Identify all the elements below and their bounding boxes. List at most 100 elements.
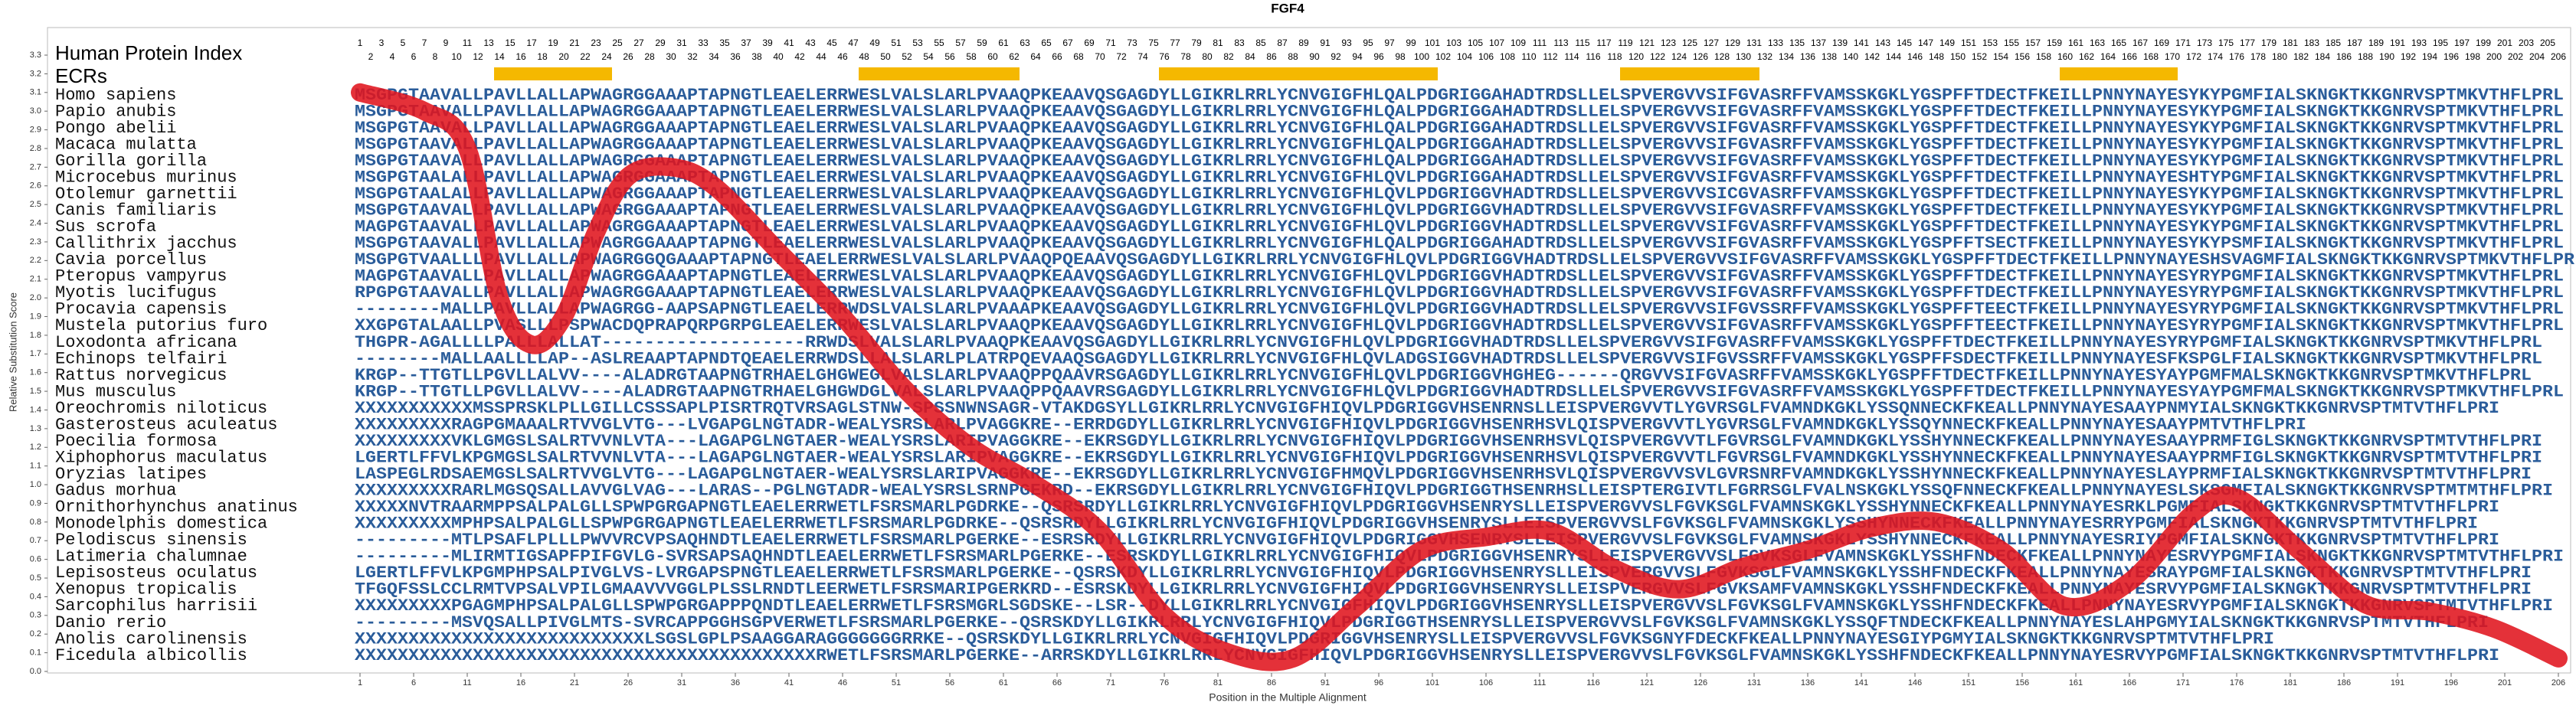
y-tick-label: 1.9	[30, 312, 41, 321]
species-name: Gorilla gorilla	[55, 152, 207, 171]
y-tick-label: 1.2	[30, 443, 41, 452]
x-tick-label: 21	[570, 678, 579, 688]
y-tick-label: 0.5	[30, 573, 41, 583]
protein-index: 36	[730, 51, 741, 62]
protein-index: 108	[1500, 51, 1515, 62]
protein-index: 39	[762, 38, 773, 48]
x-tick-label: 16	[516, 678, 525, 688]
x-tick-label: 206	[2551, 678, 2565, 688]
protein-index: 109	[1511, 38, 1526, 48]
protein-index: 79	[1191, 38, 1202, 48]
protein-index: 121	[1639, 38, 1655, 48]
protein-index: 170	[2165, 51, 2180, 62]
sequence: MSGPGTAAVALLPAVLLALLAPWAGRGGAAAPTAPNGTLE…	[355, 86, 2564, 105]
protein-index: 60	[987, 51, 998, 62]
protein-index: 38	[751, 51, 762, 62]
species-name: Oryzias latipes	[55, 465, 207, 484]
sequence: XXXXXXXXXXXMSSPRSKLPLLGILLCSSSAPLPISRTRQ…	[355, 399, 2499, 418]
sequence: LASPEGLRDSAEMGSLSALRTVVGLVTG---LAGAPGLNG…	[355, 465, 2532, 484]
sequence: XXXXXXXXXMPHPSALPALGLLSPWPGRGAPNGTLEAELE…	[355, 514, 2478, 534]
sequence: MSGPGTAAVALLPAVLLALLAPWAGRGGAAAPTAPNGTLE…	[355, 234, 2564, 253]
y-tick-label: 1.5	[30, 387, 41, 396]
protein-index: 146	[1907, 51, 1923, 62]
protein-index: 99	[1406, 38, 1416, 48]
sequence: MAGPGTAAVALLPAVLLALLAPWAGRGGAAAPTAPNGTLE…	[355, 217, 2564, 237]
sequence: MSGPGTAAVALLPAVLLALLAPWAGRGGAAAPTAPNGTLE…	[355, 135, 2564, 154]
protein-index: 131	[1746, 38, 1762, 48]
protein-index: 87	[1277, 38, 1288, 48]
protein-index: 194	[2422, 51, 2437, 62]
x-tick-label: 51	[892, 678, 901, 688]
protein-index: 106	[1478, 51, 1494, 62]
protein-index: 70	[1095, 51, 1105, 62]
protein-index: 82	[1223, 51, 1234, 62]
protein-index: 30	[666, 51, 676, 62]
species-name: Sus scrofa	[55, 217, 156, 237]
protein-index: 118	[1607, 51, 1622, 62]
sequence: XXGPGTALAALLPVASLLLPSPWACDQPRAPQRPGRPGLE…	[355, 316, 2564, 335]
y-tick-label: 2.9	[30, 125, 41, 134]
protein-index: 34	[709, 51, 719, 62]
protein-index: 139	[1832, 38, 1848, 48]
sequence: --------MALLAALLLLAP--ASLREAAPTAPNDTQEAE…	[355, 349, 2542, 368]
x-tick-label: 46	[838, 678, 847, 688]
y-tick-label: 0.8	[30, 518, 41, 527]
protein-index: 9	[444, 38, 449, 48]
species-name: Monodelphis domestica	[55, 514, 267, 534]
x-tick-label: 86	[1267, 678, 1276, 688]
protein-index: 57	[955, 38, 966, 48]
protein-index: 24	[601, 51, 612, 62]
protein-index: 66	[1052, 51, 1062, 62]
protein-index: 184	[2315, 51, 2330, 62]
protein-index: 153	[1982, 38, 1998, 48]
species-name: Homo sapiens	[55, 86, 176, 105]
protein-index: 198	[2465, 51, 2480, 62]
protein-index: 185	[2326, 38, 2341, 48]
species-name: Rattus norvegicus	[55, 366, 227, 385]
species-name: Xenopus tropicalis	[55, 580, 237, 599]
x-tick-label: 91	[1321, 678, 1330, 688]
protein-index: 159	[2047, 38, 2062, 48]
y-tick-label: 2.1	[30, 275, 41, 284]
protein-index: 96	[1373, 51, 1384, 62]
protein-index: 205	[2540, 38, 2555, 48]
protein-index: 59	[977, 38, 987, 48]
protein-index: 61	[998, 38, 1009, 48]
protein-index: 155	[2004, 38, 2019, 48]
y-tick-label: 0.7	[30, 536, 41, 545]
protein-index: 111	[1533, 38, 1547, 48]
protein-index: 101	[1425, 38, 1440, 48]
sequence: KRGP--TTGTLLPGVLLALVV----ALADRGTAAPNGTRH…	[355, 366, 2532, 385]
protein-index: 27	[633, 38, 644, 48]
protein-index: 102	[1435, 51, 1451, 62]
protein-index: 89	[1298, 38, 1309, 48]
protein-index: 29	[655, 38, 666, 48]
ecr-bar	[1159, 67, 1438, 80]
species-name: Cavia porcellus	[55, 250, 207, 269]
x-tick-label: 36	[731, 678, 740, 688]
protein-index: 124	[1671, 51, 1687, 62]
y-tick-label: 2.7	[30, 162, 41, 171]
protein-index: 120	[1628, 51, 1644, 62]
species-name: Microcebus murinus	[55, 168, 237, 187]
protein-index: 37	[741, 38, 751, 48]
protein-index: 112	[1543, 51, 1557, 62]
protein-index: 157	[2025, 38, 2041, 48]
y-tick-label: 0.4	[30, 592, 41, 601]
protein-index: 62	[1009, 51, 1020, 62]
y-tick-label: 0.2	[30, 629, 41, 639]
protein-index: 15	[505, 38, 516, 48]
x-tick-label: 161	[2069, 678, 2083, 688]
species-name: Canis familiaris	[55, 201, 217, 220]
y-tick-label: 1.4	[30, 405, 41, 414]
protein-index: 94	[1352, 51, 1363, 62]
protein-index: 50	[880, 51, 891, 62]
protein-index: 206	[2551, 51, 2566, 62]
x-tick-label: 121	[1640, 678, 1654, 688]
y-tick-label: 3.2	[30, 69, 41, 78]
species-name: Lepisosteus oculatus	[55, 563, 257, 583]
protein-index: 177	[2240, 38, 2255, 48]
x-tick-label: 116	[1586, 678, 1600, 688]
protein-index: 152	[1972, 51, 1987, 62]
protein-index: 64	[1030, 51, 1041, 62]
